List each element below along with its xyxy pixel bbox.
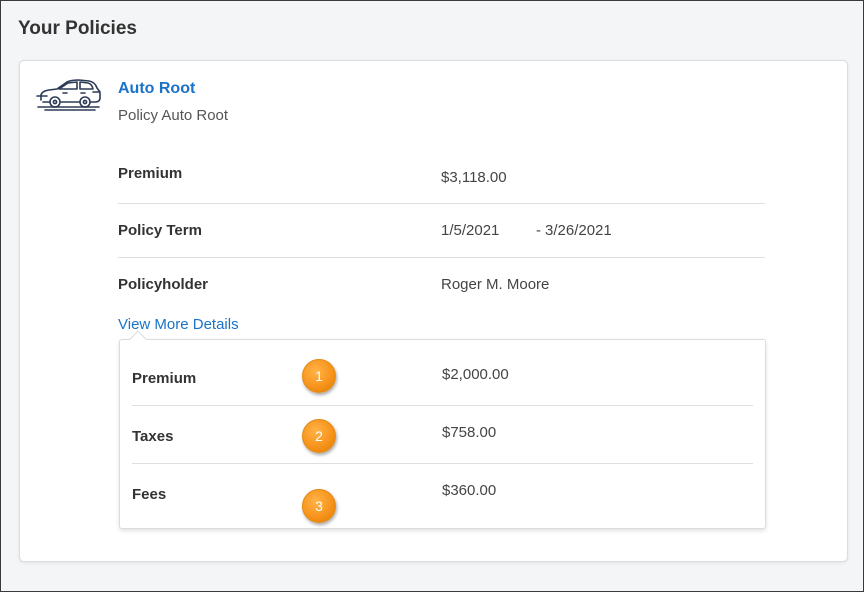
detail-taxes-label: Taxes (132, 428, 174, 445)
row-divider (118, 203, 765, 204)
detail-fees-value: $360.00 (442, 482, 497, 499)
policy-term-separator: - (536, 222, 541, 239)
detail-premium-value: $2,000.00 (442, 366, 509, 383)
policy-name-link[interactable]: Auto Root (118, 80, 196, 97)
detail-divider (132, 405, 753, 406)
premium-value: $3,118.00 (441, 169, 507, 186)
detail-taxes-value: $758.00 (442, 424, 497, 441)
callout-badge-3: 3 (302, 489, 336, 523)
detail-premium-label: Premium (132, 370, 197, 387)
callout-badge-2: 2 (302, 419, 336, 453)
policyholder-label: Policyholder (118, 276, 209, 293)
callout-badge-1: 1 (302, 359, 336, 393)
policy-term-start: 1/5/2021 (441, 222, 500, 239)
policyholder-value: Roger M. Moore (441, 276, 550, 293)
details-panel: Premium 1 $2,000.00 Taxes 2 $758.00 Fees… (119, 330, 766, 529)
premium-label: Premium (118, 165, 183, 182)
policy-card: Auto Root Policy Auto Root Premium $3,11… (19, 60, 848, 562)
policy-term-label: Policy Term (118, 222, 202, 239)
detail-divider (132, 463, 753, 464)
page-title: Your Policies (18, 18, 137, 39)
car-icon (36, 79, 101, 111)
detail-fees-label: Fees (132, 486, 167, 503)
panel-caret (129, 330, 147, 348)
view-more-details-link[interactable]: View More Details (118, 316, 239, 333)
policy-term-end: 3/26/2021 (545, 222, 612, 239)
policy-subtitle: Policy Auto Root (118, 107, 229, 124)
row-divider (118, 257, 765, 258)
